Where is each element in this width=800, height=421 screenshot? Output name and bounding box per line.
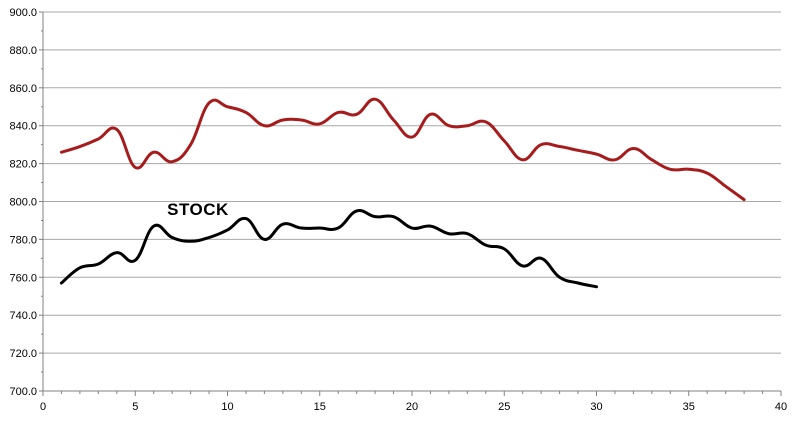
series-1-point xyxy=(318,122,321,125)
series-1-point xyxy=(374,98,377,101)
axes: 700.0 720.0 740.0 760.0 780.0 800.0 820.0 840.0… xyxy=(9,7,787,413)
series-line-2 xyxy=(59,209,598,289)
y-tick-label: 760.0 xyxy=(9,272,37,284)
series-2-point xyxy=(189,240,192,243)
y-tick-label: 880.0 xyxy=(9,45,37,57)
series-2-point xyxy=(152,225,155,228)
series-2-point xyxy=(595,285,598,288)
gridlines xyxy=(43,11,781,354)
series-2-point xyxy=(115,251,118,254)
series-1-point xyxy=(613,158,616,161)
series-1-point xyxy=(134,166,137,169)
series-1-point xyxy=(392,119,395,122)
series-2-point xyxy=(374,215,377,218)
annotations: STOCK xyxy=(167,200,229,219)
series-1-point xyxy=(429,113,432,116)
series-1-point xyxy=(558,145,561,148)
series-2-point xyxy=(78,266,81,269)
series-2-point xyxy=(447,232,450,235)
series-1-point xyxy=(521,158,524,161)
x-tick-label: 15 xyxy=(314,401,326,413)
series-1-point xyxy=(281,119,284,122)
x-tick-label: 40 xyxy=(775,401,787,413)
y-tick-label: 740.0 xyxy=(9,310,37,322)
series-1-point xyxy=(503,139,506,142)
series-2-point xyxy=(208,236,211,239)
y-tick-label: 700.0 xyxy=(9,386,37,398)
series-1-point xyxy=(577,149,580,152)
series-1-point xyxy=(743,198,746,201)
series-lines xyxy=(59,97,746,289)
y-tick-label: 800.0 xyxy=(9,197,37,209)
series-2-point xyxy=(392,215,395,218)
series-2-point xyxy=(337,227,340,230)
series-1-point xyxy=(669,168,672,171)
series-1-point xyxy=(60,151,63,154)
y-tick-label: 840.0 xyxy=(9,121,37,133)
series-2-point xyxy=(300,227,303,230)
series-2-point xyxy=(558,276,561,279)
series-2-point xyxy=(521,264,524,267)
series-1-point xyxy=(632,147,635,150)
y-tick-label: 780.0 xyxy=(9,234,37,246)
series-2-point xyxy=(411,227,414,230)
series-1-point xyxy=(189,143,192,146)
annotation-label: STOCK xyxy=(167,200,229,219)
y-tick-label: 820.0 xyxy=(9,159,37,171)
series-1-point xyxy=(447,124,450,127)
series-1-point xyxy=(411,136,414,139)
x-tick-label: 35 xyxy=(683,401,695,413)
x-tick-label: 25 xyxy=(498,401,510,413)
series-2-point xyxy=(263,238,266,241)
series-1-point xyxy=(97,137,100,140)
series-1-point xyxy=(724,185,727,188)
series-2-point xyxy=(429,225,432,228)
series-2-point xyxy=(171,236,174,239)
series-2-point xyxy=(226,228,229,231)
series-2-point xyxy=(60,281,63,284)
series-1-point xyxy=(263,124,266,127)
series-line-1 xyxy=(59,97,746,202)
y-tick-label: 900.0 xyxy=(9,7,37,19)
series-1-point xyxy=(687,168,690,171)
y-tick-label: 860.0 xyxy=(9,83,37,95)
series-2-point xyxy=(134,259,137,262)
series-2-point xyxy=(484,244,487,247)
series-1-point xyxy=(300,119,303,122)
y-tick-label: 720.0 xyxy=(9,348,37,360)
series-2-point xyxy=(503,247,506,250)
x-tick-label: 20 xyxy=(406,401,418,413)
x-tick-label: 5 xyxy=(132,401,138,413)
series-2-point xyxy=(540,257,543,260)
series-2-point xyxy=(355,209,358,212)
series-1-point xyxy=(208,101,211,104)
series-1-point xyxy=(337,111,340,114)
series-2-point xyxy=(466,232,469,235)
series-1-point xyxy=(152,151,155,154)
series-1-point xyxy=(650,158,653,161)
series-1-point xyxy=(171,160,174,163)
x-tick-label: 30 xyxy=(590,401,602,413)
series-1-point xyxy=(244,111,247,114)
series-2-point xyxy=(281,223,284,226)
series-2-point xyxy=(577,281,580,284)
series-1-point xyxy=(484,120,487,123)
series-2-point xyxy=(244,217,247,220)
series-2-point xyxy=(97,263,100,266)
series-1-point xyxy=(355,113,358,116)
series-1-point xyxy=(78,145,81,148)
series-1-point xyxy=(466,124,469,127)
series-1-point xyxy=(226,105,229,108)
series-1-point xyxy=(115,128,118,131)
series-1-point xyxy=(595,153,598,156)
series-1-point xyxy=(706,172,709,175)
x-tick-label: 10 xyxy=(221,401,233,413)
x-tick-label: 0 xyxy=(40,401,46,413)
series-2-point xyxy=(318,227,321,230)
series-1-point xyxy=(540,143,543,146)
